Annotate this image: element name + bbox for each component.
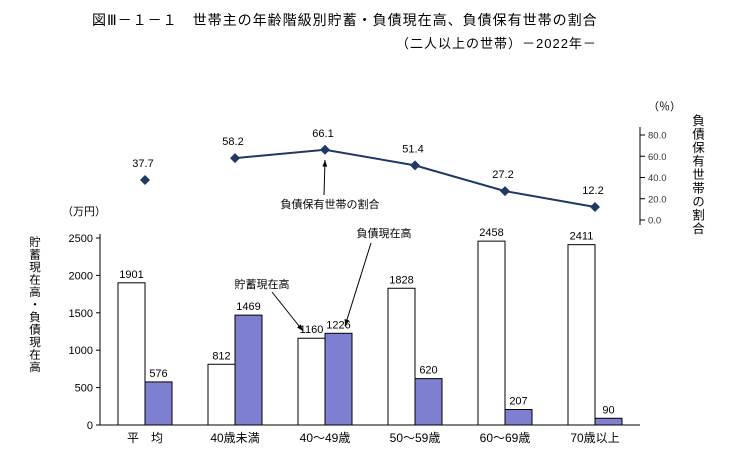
annotation-label: 負債現在高 xyxy=(357,226,412,240)
right-axis-tick-label: 80.0 xyxy=(648,131,667,142)
savings-value-label: 2458 xyxy=(479,227,503,239)
savings-bar xyxy=(207,363,236,426)
savings-bar xyxy=(297,337,326,426)
debt-bar xyxy=(234,314,263,426)
savings-bar xyxy=(117,282,146,426)
chart-subtitle: （二人以上の世帯）－2022年－ xyxy=(396,36,597,51)
line-marker-diamond xyxy=(320,144,330,155)
debt-bar xyxy=(594,417,623,426)
annotation-arrowhead xyxy=(344,319,350,326)
savings-value-label: 2411 xyxy=(570,231,594,243)
right-axis-title: 負債保有世帯の割合 xyxy=(690,114,704,236)
annotation-arrow xyxy=(271,291,304,332)
pct-value-label: 12.2 xyxy=(582,185,603,197)
debt-bar xyxy=(144,381,173,426)
left-axis-tick-label: 1500 xyxy=(69,308,93,320)
right-axis-tick-label: 0.0 xyxy=(648,216,661,227)
left-axis-tick-label: 0 xyxy=(87,420,93,432)
annotation-label: 負債保有世帯の割合 xyxy=(281,197,380,211)
left-axis-tick-label: 2500 xyxy=(69,233,93,245)
chart-title: 図Ⅲ－１－１ 世帯主の年齢階級別貯蓄・負債現在高、負債保有世帯の割合 xyxy=(92,12,598,28)
category-label: 平 均 xyxy=(127,431,163,445)
pct-value-label: 37.7 xyxy=(132,158,153,170)
right-axis-tick-label: 40.0 xyxy=(648,173,667,184)
pct-value-label: 66.1 xyxy=(312,128,333,140)
right-axis-unit-label: （％） xyxy=(648,101,681,113)
pct-value-label: 27.2 xyxy=(492,169,513,181)
savings-bar xyxy=(477,240,506,426)
left-axis-title: 貯蓄現在高・負債現在高 xyxy=(28,236,40,374)
annotation-label: 貯蓄現在高 xyxy=(235,277,290,291)
line-marker-diamond xyxy=(500,186,510,197)
line-marker-diamond xyxy=(410,160,420,171)
annotation-arrowhead xyxy=(322,160,328,167)
annotation-arrowhead xyxy=(297,324,303,331)
category-label: 70歳以上 xyxy=(570,431,619,445)
category-label: 40歳未満 xyxy=(210,431,259,445)
pct-value-label: 58.2 xyxy=(222,136,243,148)
right-axis-tick-label: 20.0 xyxy=(648,194,667,205)
savings-value-label: 1160 xyxy=(300,324,324,336)
left-axis-tick-label: 2000 xyxy=(69,270,93,282)
line-marker-diamond xyxy=(140,174,150,185)
annotation-arrow xyxy=(344,242,372,327)
debt-value-label: 1469 xyxy=(236,301,260,313)
left-axis-unit-label: （万円） xyxy=(62,206,106,218)
debt-value-label: 90 xyxy=(602,404,614,416)
debt-value-label: 207 xyxy=(509,396,527,408)
category-label: 50～59歳 xyxy=(390,431,441,445)
debt-bar xyxy=(504,409,533,426)
pct-value-label: 51.4 xyxy=(402,143,423,155)
savings-value-label: 1901 xyxy=(119,269,143,281)
left-axis-tick-label: 1000 xyxy=(69,345,93,357)
savings-value-label: 1828 xyxy=(389,274,413,286)
savings-bar xyxy=(387,287,416,426)
savings-bar xyxy=(567,244,596,426)
category-label: 40～49歳 xyxy=(300,431,351,445)
debt-value-label: 576 xyxy=(149,368,167,380)
line-marker-diamond xyxy=(230,153,240,164)
left-axis-tick-label: 500 xyxy=(75,383,93,395)
category-label: 60～69歳 xyxy=(480,431,531,445)
debt-value-label: 1226 xyxy=(326,319,350,331)
savings-value-label: 812 xyxy=(212,350,230,362)
debt-bar xyxy=(414,378,443,426)
debt-bar xyxy=(324,332,353,426)
line-marker-diamond xyxy=(590,202,600,213)
right-axis-tick-label: 60.0 xyxy=(648,152,667,163)
debt-value-label: 620 xyxy=(419,365,437,377)
